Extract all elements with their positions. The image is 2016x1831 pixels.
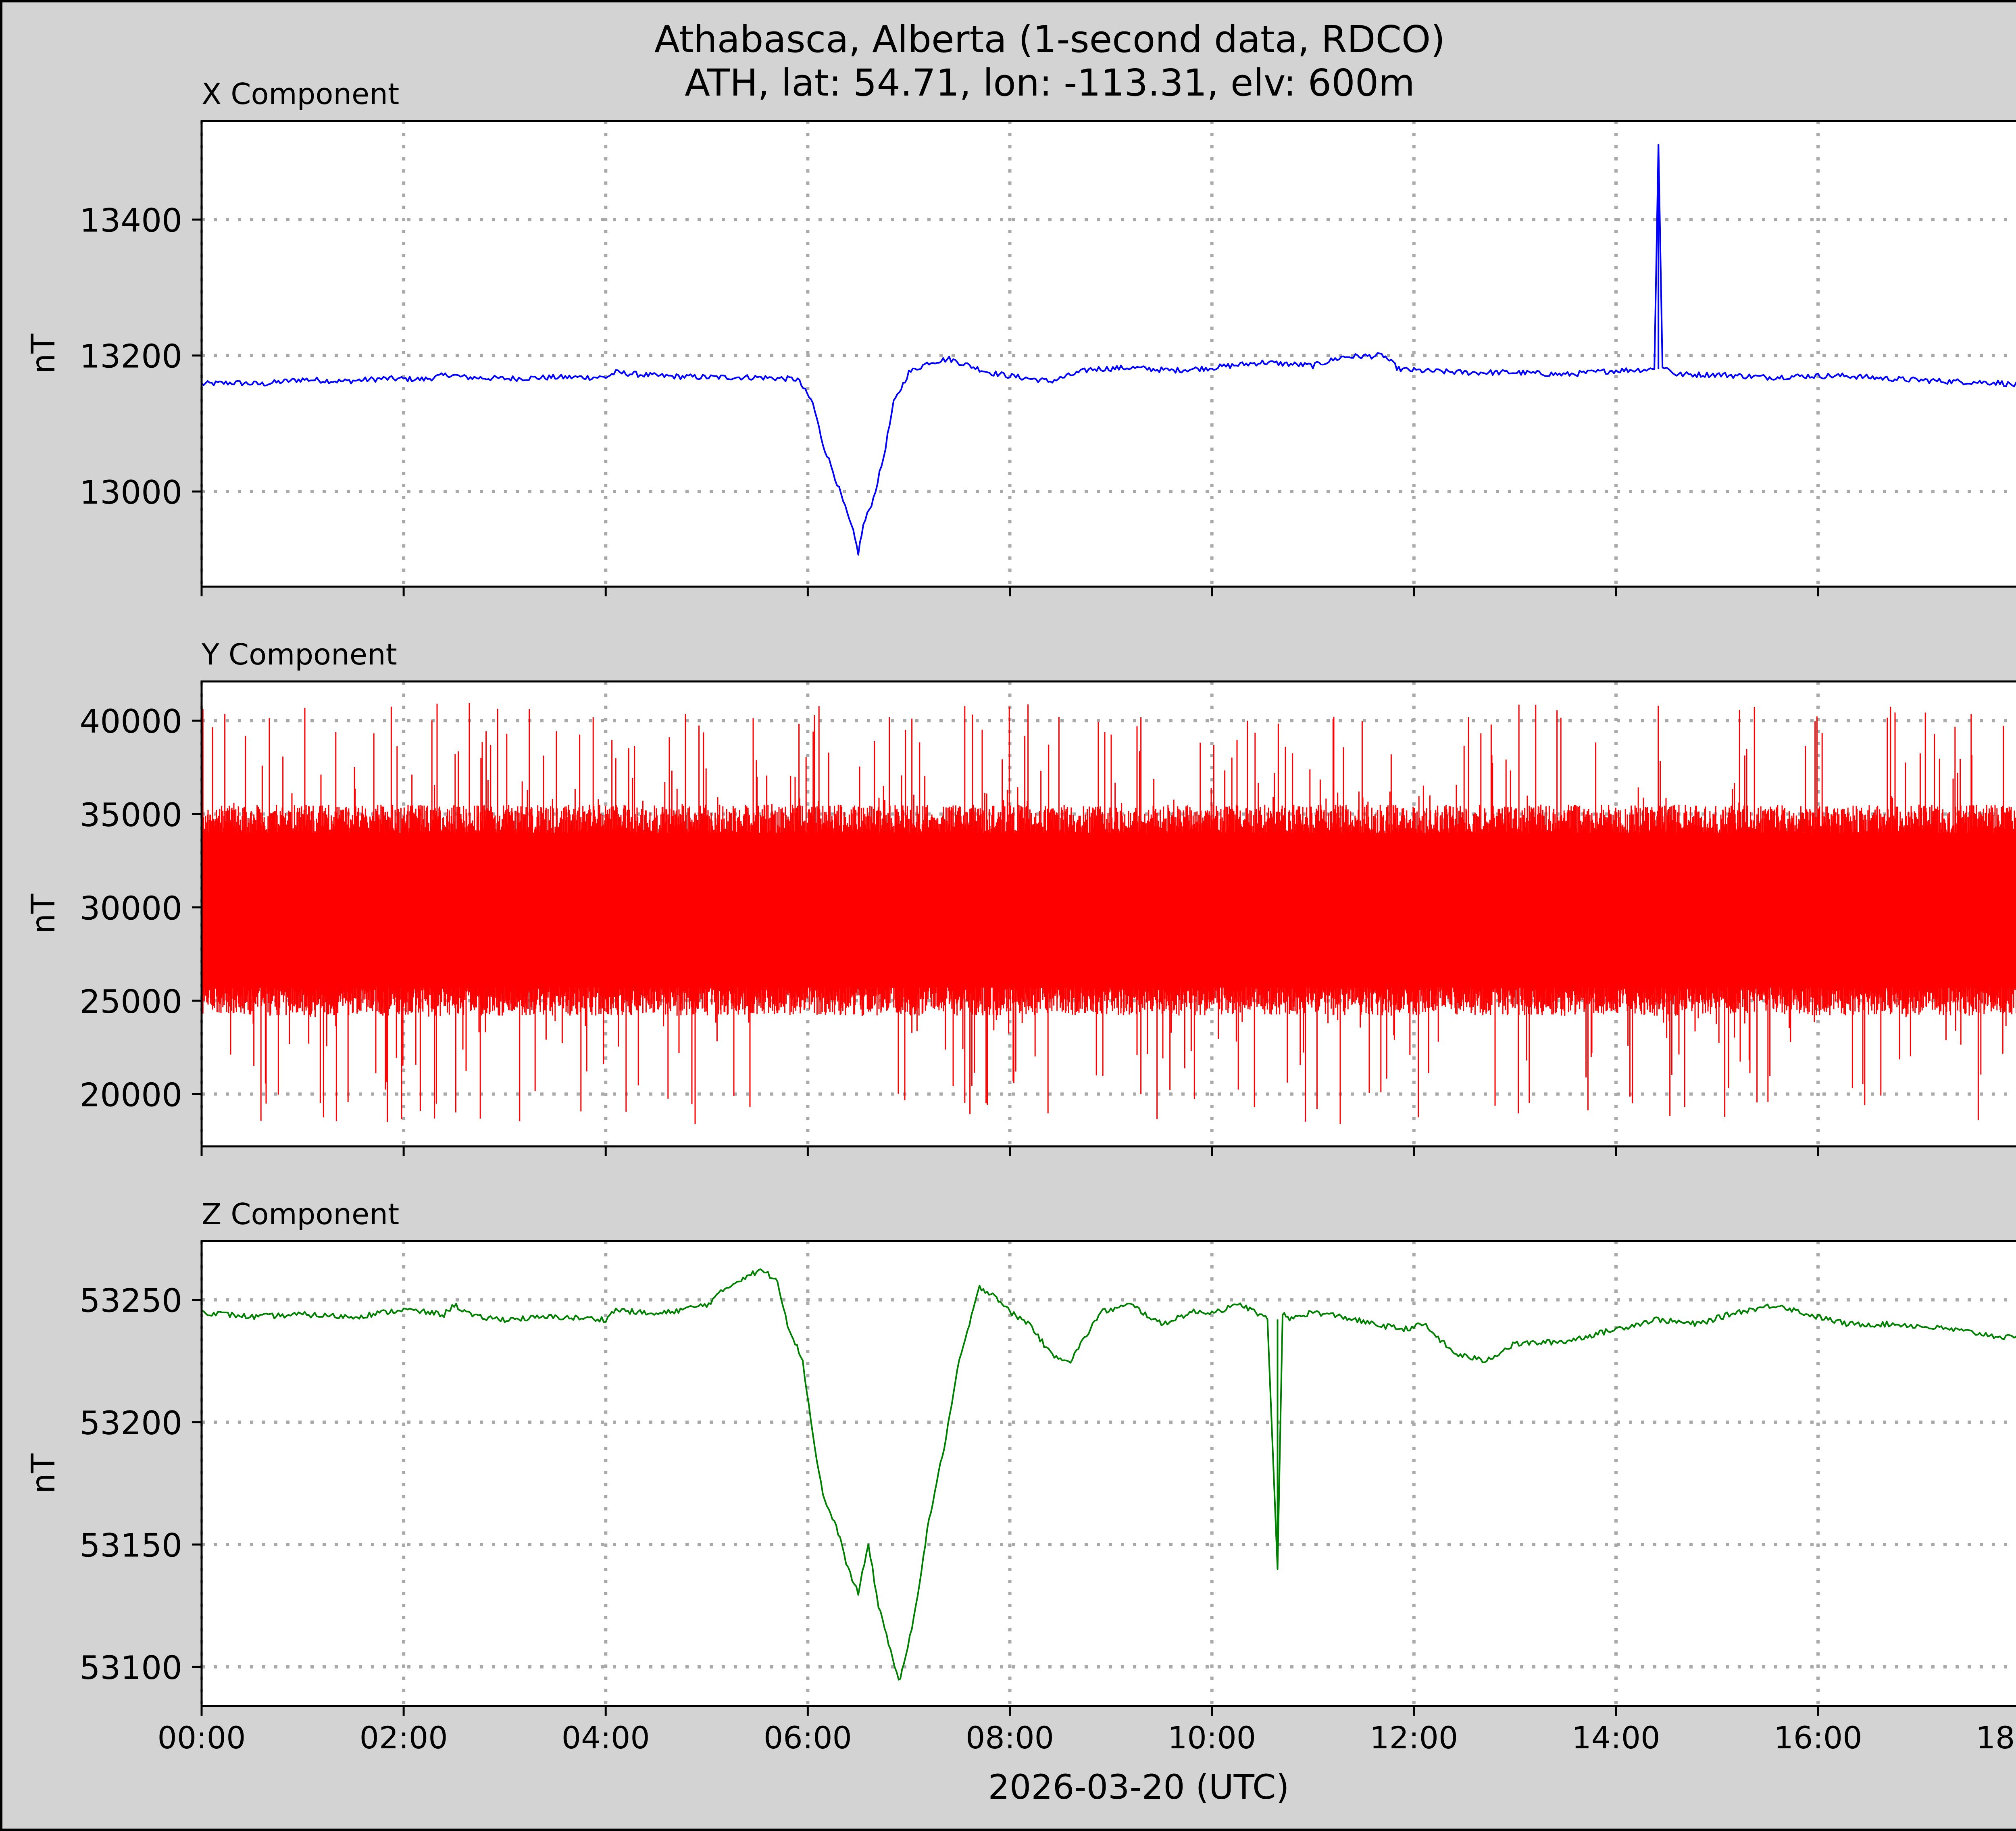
- axes-frame: [200, 1240, 2016, 1707]
- series-core-band: [202, 833, 2016, 988]
- x-tick-label: 16:00: [1774, 1720, 1862, 1756]
- x-tick-label: 08:00: [966, 1720, 1054, 1756]
- x-tick-label: 00:00: [157, 1720, 246, 1756]
- axes-frame: [200, 680, 2016, 1148]
- series-line: [202, 144, 2016, 556]
- x-tick-label: 06:00: [764, 1720, 852, 1756]
- panel-title: Y Component: [201, 637, 397, 671]
- series-line: [202, 1268, 2016, 1681]
- panel-z: 53100 53150 53200 53250 Z Component nT 00:00 02…: [25, 1197, 2016, 1807]
- x-tick-label: 10:00: [1168, 1720, 1256, 1756]
- y-tick-label: 20000: [80, 1076, 183, 1114]
- x-tick-label: 12:00: [1370, 1720, 1458, 1756]
- y-tick-label: 13000: [80, 474, 183, 511]
- x-tick-label: 18:00: [1976, 1720, 2016, 1756]
- series-group: [202, 144, 2016, 556]
- x-tick-label: 02:00: [360, 1720, 448, 1756]
- y-tick-label: 25000: [80, 983, 183, 1021]
- plot-area: [202, 121, 2016, 587]
- y-tick-label: 30000: [80, 889, 183, 927]
- y-tick-label: 53200: [80, 1404, 183, 1442]
- panel-y: 20000 25000 30000 35000 40000 Y Component nT: [25, 637, 2016, 1156]
- y-tick-label: 53150: [80, 1527, 183, 1564]
- series-group: [202, 703, 2016, 1124]
- chart-title: Athabasca, Alberta (1-second data, RDCO): [654, 18, 1445, 61]
- y-tick-label: 53250: [80, 1282, 183, 1320]
- axes-frame: [200, 120, 2016, 588]
- x-tick-label: 04:00: [562, 1720, 650, 1756]
- y-axis-label: nT: [25, 894, 62, 934]
- x-axis-label: 2026-03-20 (UTC): [988, 1767, 1289, 1807]
- panel-title: Z Component: [202, 1197, 399, 1231]
- chart-subtitle: ATH, lat: 54.71, lon: -113.31, elv: 600m: [685, 61, 1415, 104]
- y-tick-label: 35000: [80, 796, 183, 834]
- y-axis-label: nT: [25, 333, 62, 374]
- series-group: [202, 1268, 2016, 1681]
- panel-x: 13000 13200 13400 X Component nT: [25, 77, 2016, 596]
- y-axis-label: nT: [25, 1453, 62, 1494]
- y-tick-label: 13200: [80, 338, 183, 375]
- y-tick-label: 40000: [80, 703, 183, 740]
- y-tick-label: 53100: [80, 1649, 183, 1687]
- y-tick-label: 13400: [80, 202, 183, 239]
- panel-title: X Component: [202, 77, 399, 111]
- x-tick-label: 14:00: [1572, 1720, 1660, 1756]
